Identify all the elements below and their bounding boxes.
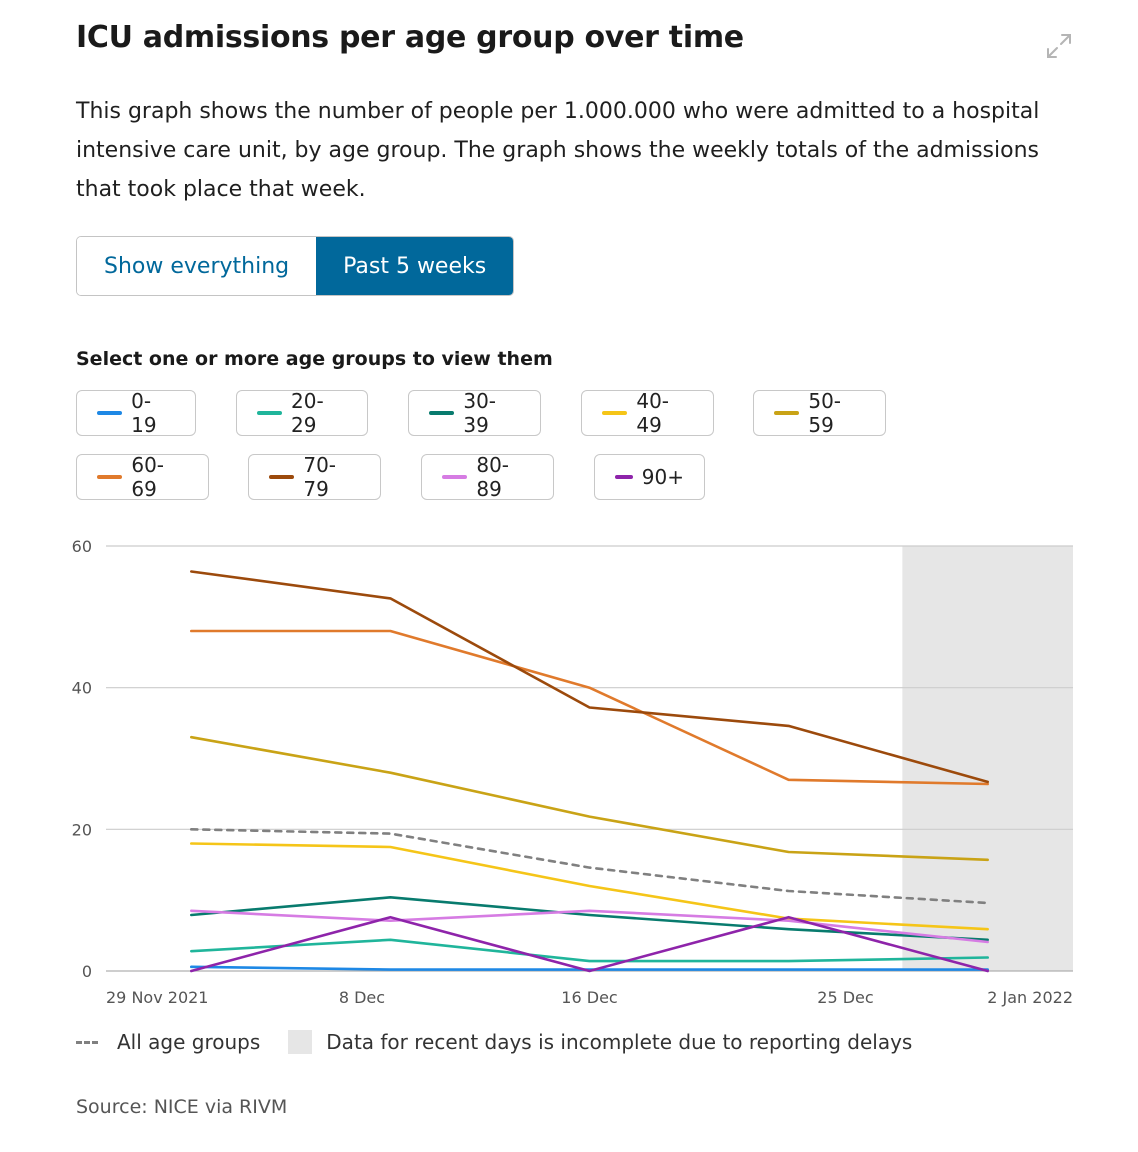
- x-tick-label: 25 Dec: [817, 988, 873, 1007]
- x-tick-label: 29 Nov 2021: [106, 988, 208, 1007]
- y-tick-label: 20: [72, 820, 92, 839]
- age-group-select-label: Select one or more age groups to view th…: [76, 348, 553, 370]
- series-line-50-59: [190, 735, 990, 862]
- age-chip-label: 60-69: [131, 453, 165, 501]
- x-tick-label: 16 Dec: [561, 988, 617, 1007]
- legend-all-groups: All age groups: [117, 1030, 261, 1054]
- age-chip-label: 70-79: [303, 453, 337, 501]
- age-chip-0-19[interactable]: 0-19: [76, 389, 196, 437]
- series-line-30-39: [190, 895, 990, 942]
- chart-description: This graph shows the number of people pe…: [76, 99, 1040, 202]
- age-chip-30-39[interactable]: 30-39: [408, 389, 541, 437]
- age-chip-50-59[interactable]: 50-59: [753, 389, 886, 437]
- legend-swatch: [429, 411, 455, 415]
- legend-incomplete-data: Data for recent days is incomplete due t…: [326, 1030, 913, 1054]
- series-line-20-29: [190, 938, 990, 963]
- series-line-60-69: [190, 629, 990, 786]
- incomplete-area-swatch: [288, 1030, 313, 1054]
- series-line-0-19: [190, 965, 990, 971]
- age-chip-40-49[interactable]: 40-49: [581, 389, 714, 437]
- show-everything-button[interactable]: Show everything: [77, 237, 317, 295]
- age-chip-label: 50-59: [808, 389, 842, 437]
- line-chart: 0 20 40 60 29 Nov 2021 8 Dec 16 Dec 25 Dec 2 Jan…: [72, 537, 1073, 1007]
- age-chip-80-89[interactable]: 80-89: [421, 453, 554, 501]
- series-line-80-89: [190, 909, 990, 944]
- legend-swatch: [602, 411, 628, 415]
- age-chip-label: 80-89: [476, 453, 510, 501]
- time-range-toggle: Show everything Past 5 weeks: [76, 236, 515, 296]
- y-tick-label: 0: [82, 962, 92, 981]
- age-chip-60-69[interactable]: 60-69: [76, 453, 209, 501]
- series-line-70-79: [190, 570, 990, 784]
- legend-swatch: [269, 475, 295, 479]
- legend-swatch: [97, 475, 123, 479]
- legend-swatch: [615, 475, 633, 479]
- age-chip-label: 40-49: [636, 389, 670, 437]
- x-tick-label: 2 Jan 2022: [987, 988, 1073, 1007]
- legend-swatch: [97, 411, 123, 415]
- dashed-line-icon: [76, 1040, 98, 1044]
- y-tick-label: 60: [72, 537, 92, 556]
- age-chip-label: 90+: [641, 465, 684, 489]
- incomplete-data-region: [902, 546, 1073, 971]
- age-chip-label: 30-39: [463, 389, 497, 437]
- series-line-40-49: [190, 842, 990, 931]
- legend-swatch: [442, 475, 468, 479]
- age-chip-label: 20-29: [291, 389, 324, 437]
- data-source: Source: NICE via RIVM: [76, 1096, 288, 1118]
- age-chip-90-plus[interactable]: 90+: [594, 454, 705, 500]
- x-tick-label: 8 Dec: [339, 988, 385, 1007]
- age-chip-70-79[interactable]: 70-79: [248, 453, 381, 501]
- age-chip-label: 0-19: [131, 389, 157, 437]
- age-chip-20-29[interactable]: 20-29: [236, 389, 368, 437]
- series-line-all-age-groups: [190, 827, 990, 905]
- legend-swatch: [774, 411, 800, 415]
- legend-swatch: [257, 411, 283, 415]
- series-line-90-plus: [190, 915, 990, 973]
- y-tick-label: 40: [72, 679, 92, 698]
- chart-title: ICU admissions per age group over time: [76, 20, 744, 55]
- expand-icon[interactable]: [1043, 30, 1075, 62]
- chart-legend: All age groups Data for recent days is i…: [76, 1030, 912, 1054]
- past-5-weeks-button[interactable]: Past 5 weeks: [316, 237, 514, 295]
